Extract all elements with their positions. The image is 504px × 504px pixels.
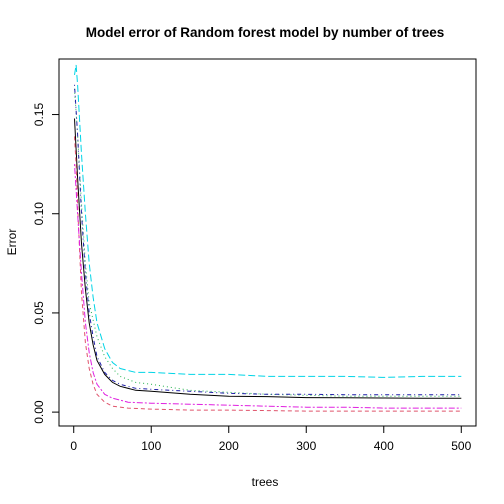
series-line-4 xyxy=(74,84,462,396)
y-tick-label: 0.00 xyxy=(32,400,46,424)
x-tick-label: 0 xyxy=(70,439,77,453)
y-axis: 0.00 0.05 0.10 0.15 xyxy=(32,103,60,424)
series-line-1 xyxy=(74,118,462,399)
x-tick-label: 400 xyxy=(374,439,394,453)
series-line-5 xyxy=(74,64,462,378)
x-axis-label: trees xyxy=(252,475,279,489)
x-tick-label: 200 xyxy=(219,439,239,453)
plot-frame xyxy=(58,58,477,427)
x-tick-label: 300 xyxy=(296,439,316,453)
series-layer xyxy=(74,64,462,412)
x-tick-label: 100 xyxy=(141,439,161,453)
x-tick-label: 500 xyxy=(451,439,471,453)
x-axis: 0 100 200 300 400 500 xyxy=(70,425,472,453)
series-line-6 xyxy=(74,164,462,409)
y-axis-label: Error xyxy=(5,229,19,256)
series-line-2 xyxy=(74,136,462,412)
chart-title: Model error of Random forest model by nu… xyxy=(86,25,445,40)
y-tick-label: 0.15 xyxy=(32,103,46,127)
y-tick-label: 0.05 xyxy=(32,301,46,325)
series-line-3 xyxy=(74,88,462,397)
y-tick-label: 0.10 xyxy=(32,202,46,226)
